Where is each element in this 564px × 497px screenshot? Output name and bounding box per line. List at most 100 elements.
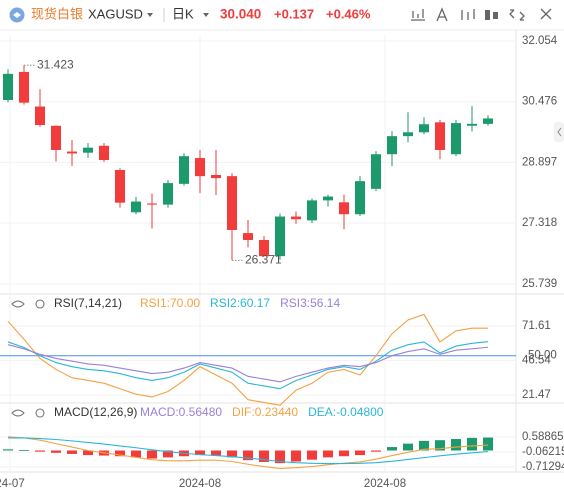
candle-body <box>147 203 157 205</box>
x-tick-label: 2024-08 <box>364 478 406 490</box>
indicator-line <box>7 341 489 390</box>
candle-body <box>3 73 13 100</box>
x-tick-label: 2024-08 <box>179 478 221 490</box>
macd-bar <box>355 450 365 456</box>
legend-entry: RSI1:70.00 <box>140 296 200 310</box>
macd-bar <box>435 440 445 451</box>
candle-body <box>67 151 77 154</box>
side-tab[interactable] <box>554 122 564 142</box>
candle-body <box>275 216 285 257</box>
candle-body <box>387 136 397 155</box>
candle-body <box>451 123 461 155</box>
macd-bar <box>35 450 45 452</box>
y-tick-label: 46.54 <box>522 354 551 366</box>
macd-bar <box>83 450 93 456</box>
candle-body <box>323 196 333 201</box>
candle-body <box>483 118 493 124</box>
candle-body <box>419 124 429 133</box>
y-tick-label: 28.897 <box>522 156 557 168</box>
macd-bar <box>115 450 125 457</box>
candle-body <box>403 132 413 137</box>
macd-bar <box>147 450 157 459</box>
product-name: 现货白银 <box>31 6 83 21</box>
low-annotation: 26.371 <box>245 253 282 267</box>
macd-bar <box>307 450 317 460</box>
x-tick-label: 24-07 <box>0 478 25 490</box>
change: +0.137 <box>274 6 314 21</box>
settings-icon[interactable] <box>35 299 45 309</box>
macd-bar <box>451 439 461 451</box>
draw-button[interactable] <box>436 7 448 22</box>
dropdown-caret[interactable] <box>203 13 209 17</box>
macd-bar <box>291 450 301 462</box>
candle-body <box>99 145 109 160</box>
macd-bar <box>19 450 29 451</box>
settings-icon[interactable] <box>35 408 45 418</box>
candle-body <box>19 71 29 103</box>
compare-button[interactable] <box>461 9 475 20</box>
candle-body <box>467 123 477 126</box>
macd-bar <box>403 443 413 451</box>
macd-bar <box>323 450 333 458</box>
indicator-line <box>7 436 489 469</box>
macd-bar <box>259 450 269 462</box>
legend-entry: DEA:-0.04800 <box>308 405 384 419</box>
indicator-line <box>7 344 489 383</box>
candle-body <box>435 122 445 150</box>
legend-entry: RSI3:56.14 <box>280 296 340 310</box>
candle-body <box>179 156 189 184</box>
candle-type-button[interactable] <box>493 12 498 19</box>
candle-body <box>243 233 253 240</box>
y-tick-label: -0.71294 <box>522 461 564 473</box>
macd-bar <box>243 450 253 461</box>
y-tick-label: 32.054 <box>522 35 558 47</box>
candle-body <box>83 147 93 153</box>
panel-title: RSI(7,14,21) <box>54 296 122 310</box>
logo-glyph <box>13 12 21 18</box>
candle-body <box>307 200 317 221</box>
macd-bar <box>419 440 429 451</box>
macd-bar <box>387 447 397 451</box>
candle-body <box>259 240 269 257</box>
change-pct: +0.46% <box>326 6 371 21</box>
candle-body <box>371 154 381 189</box>
panel-title: MACD(12,26,9) <box>54 405 137 419</box>
macd-bar <box>275 450 285 464</box>
macd-bar <box>163 450 173 458</box>
candle-type-button[interactable] <box>485 10 490 20</box>
visibility-icon[interactable] <box>11 409 25 417</box>
close-button[interactable] <box>540 8 552 20</box>
fullscreen-button[interactable] <box>509 9 525 21</box>
y-tick-label: 21.47 <box>522 389 551 401</box>
candle-body <box>339 202 349 215</box>
macd-bar <box>3 449 13 451</box>
y-tick-label: 30.476 <box>522 96 557 108</box>
macd-bar <box>67 450 77 454</box>
candle-body <box>211 175 221 179</box>
candle-body <box>355 181 365 215</box>
macd-bar <box>211 450 221 456</box>
legend-entry: DIF:0.23440 <box>232 405 298 419</box>
y-tick-label: 27.318 <box>522 217 557 229</box>
side-tab-arrow[interactable] <box>557 127 562 137</box>
candle-body <box>115 170 125 203</box>
candle-body <box>291 216 301 220</box>
candle-body <box>163 183 173 205</box>
period[interactable]: 日K <box>172 6 194 21</box>
macd-bar <box>195 450 205 456</box>
dropdown-caret[interactable] <box>147 13 153 17</box>
candle-body <box>195 158 205 177</box>
visibility-icon[interactable] <box>11 300 25 308</box>
macd-bar <box>371 450 381 452</box>
indicator-line <box>7 313 488 406</box>
symbol[interactable]: XAGUSD <box>88 6 143 21</box>
candle-body <box>51 125 61 150</box>
indicator-line <box>8 437 489 465</box>
y-tick-label: 25.739 <box>522 278 557 290</box>
indicator-button[interactable] <box>411 9 425 21</box>
macd-bar <box>131 450 141 458</box>
candle-body <box>35 106 45 125</box>
macd-bar <box>467 437 477 451</box>
y-tick-label: -0.06215 <box>522 446 564 458</box>
